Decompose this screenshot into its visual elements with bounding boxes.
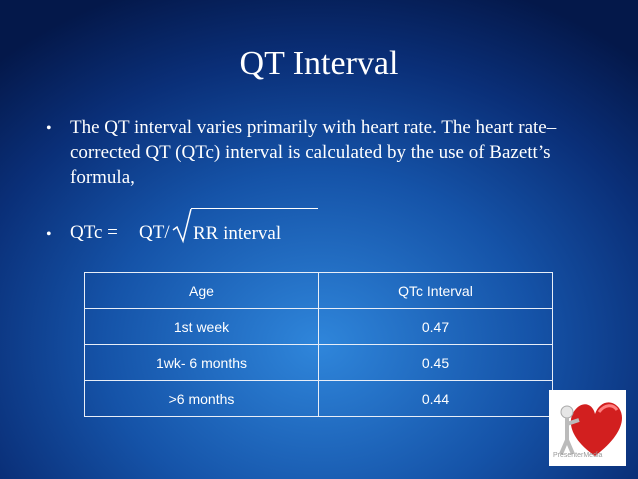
heart-icon [549, 390, 626, 466]
bullet-marker: • [46, 120, 52, 137]
table-header: Age QTc Interval [84, 272, 553, 309]
qtc-cell: 0.45 [318, 344, 553, 381]
age-cell: >6 months [84, 380, 319, 417]
header-cell: QTc Interval [318, 272, 553, 309]
formula-numerator: QT/ [139, 222, 170, 243]
slide-title: QT Interval [239, 45, 399, 82]
age-cell: 1st week [84, 308, 319, 345]
header-cell: Age [84, 272, 319, 309]
formula-lhs: QTc = [70, 222, 118, 243]
qtc-cell: 0.44 [318, 380, 553, 417]
qtc-cell: 0.47 [318, 308, 553, 345]
qtc-table: Age QTc Interval 1st week 0.47 1wk- 6 mo… [84, 272, 553, 417]
age-cell: 1wk- 6 months [84, 344, 319, 381]
table-row: 1wk- 6 months 0.45 [84, 344, 553, 381]
bullet-text: The QT interval varies primarily with he… [70, 117, 557, 188]
table-row: >6 months 0.44 [84, 380, 553, 417]
sqrt-sign [172, 208, 192, 244]
bullet-marker: • [46, 226, 52, 243]
formula-radicand: RR interval [191, 208, 318, 244]
radicand-text: RR interval [193, 223, 282, 244]
icon-caption: PresenterMedia [553, 452, 603, 459]
table-row: 1st week 0.47 [84, 308, 553, 345]
